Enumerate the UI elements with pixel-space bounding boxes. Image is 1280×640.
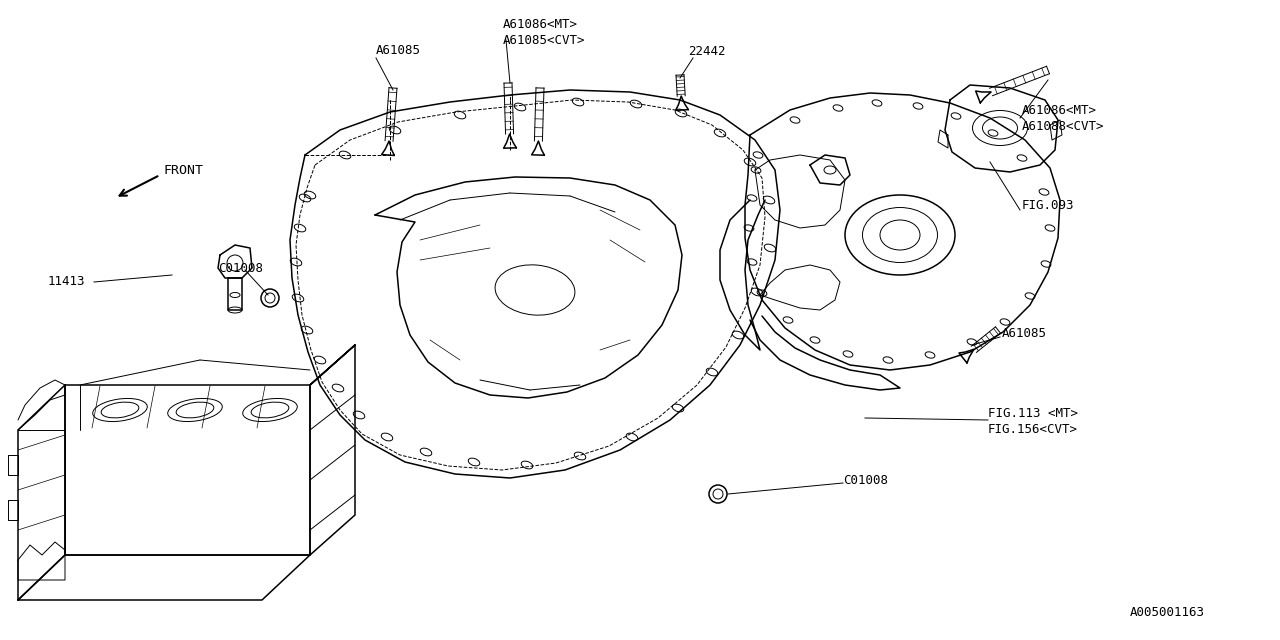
Text: C01008: C01008 <box>218 262 262 275</box>
Text: 22442: 22442 <box>689 45 726 58</box>
Text: 11413: 11413 <box>49 275 86 287</box>
Text: A61086<MT>: A61086<MT> <box>503 17 579 31</box>
Text: FIG.156<CVT>: FIG.156<CVT> <box>988 422 1078 435</box>
Text: FIG.113 <MT>: FIG.113 <MT> <box>988 406 1078 419</box>
Text: A61085: A61085 <box>376 44 421 56</box>
Text: FIG.093: FIG.093 <box>1021 198 1074 211</box>
Text: A61085<CVT>: A61085<CVT> <box>503 33 585 47</box>
Text: C01008: C01008 <box>844 474 888 486</box>
Text: A005001163: A005001163 <box>1130 605 1204 618</box>
Text: A61088<CVT>: A61088<CVT> <box>1021 120 1105 132</box>
Text: FRONT: FRONT <box>163 163 204 177</box>
Text: A61086<MT>: A61086<MT> <box>1021 104 1097 116</box>
Text: A61085: A61085 <box>1002 326 1047 339</box>
